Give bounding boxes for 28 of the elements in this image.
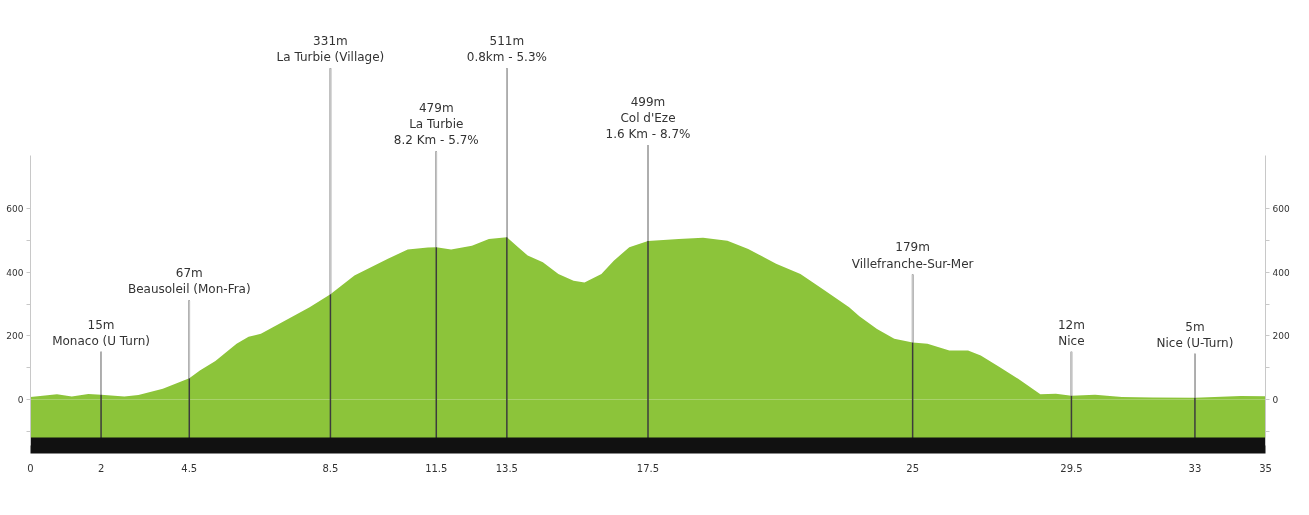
y-tick-label: 400: [6, 267, 24, 278]
y-tick-label: 0: [17, 394, 24, 405]
annotation: 331m La Turbie (Village): [276, 34, 385, 65]
annotation: 511m 0.8km - 5.3%: [466, 34, 547, 65]
x-tick-label: 8.5: [322, 462, 339, 474]
x-tick-label: 2: [97, 462, 105, 474]
y-tick-label: 600: [6, 204, 24, 215]
annotation: 479m La Turbie 8.2 Km - 5.7%: [393, 101, 479, 148]
x-tick-label: 25: [906, 462, 920, 474]
y2-tick-label: 600: [1272, 204, 1290, 215]
y2-tick-label: 400: [1272, 267, 1290, 278]
y2-tick-label: 0: [1272, 394, 1279, 405]
x-tick-label: 11.5: [425, 462, 448, 474]
x-tick-label: 4.5: [181, 462, 198, 474]
annotation: 67m Beausoleil (Mon-Fra): [127, 266, 251, 297]
x-tick-label: 0: [27, 462, 34, 474]
annotation: 15m Monaco (U Turn): [52, 317, 150, 348]
x-tick-label: 13.5: [495, 462, 518, 474]
annotation: 5m Nice (U-Turn): [1156, 319, 1234, 350]
x-tick-label: 17.5: [636, 462, 660, 474]
annotation: 179m Villefranche-Sur-Mer: [851, 240, 974, 271]
y2-tick-label: 200: [1272, 331, 1290, 342]
annotation: 499m Col d'Eze 1.6 Km - 8.7%: [605, 94, 691, 141]
x-tick-label: 33: [1188, 462, 1202, 474]
annotation: 12m Nice: [1057, 317, 1085, 348]
x-tick-label: 35: [1259, 462, 1272, 474]
y-tick-label: 200: [6, 331, 24, 342]
x-tick-label: 29.5: [1060, 462, 1083, 474]
